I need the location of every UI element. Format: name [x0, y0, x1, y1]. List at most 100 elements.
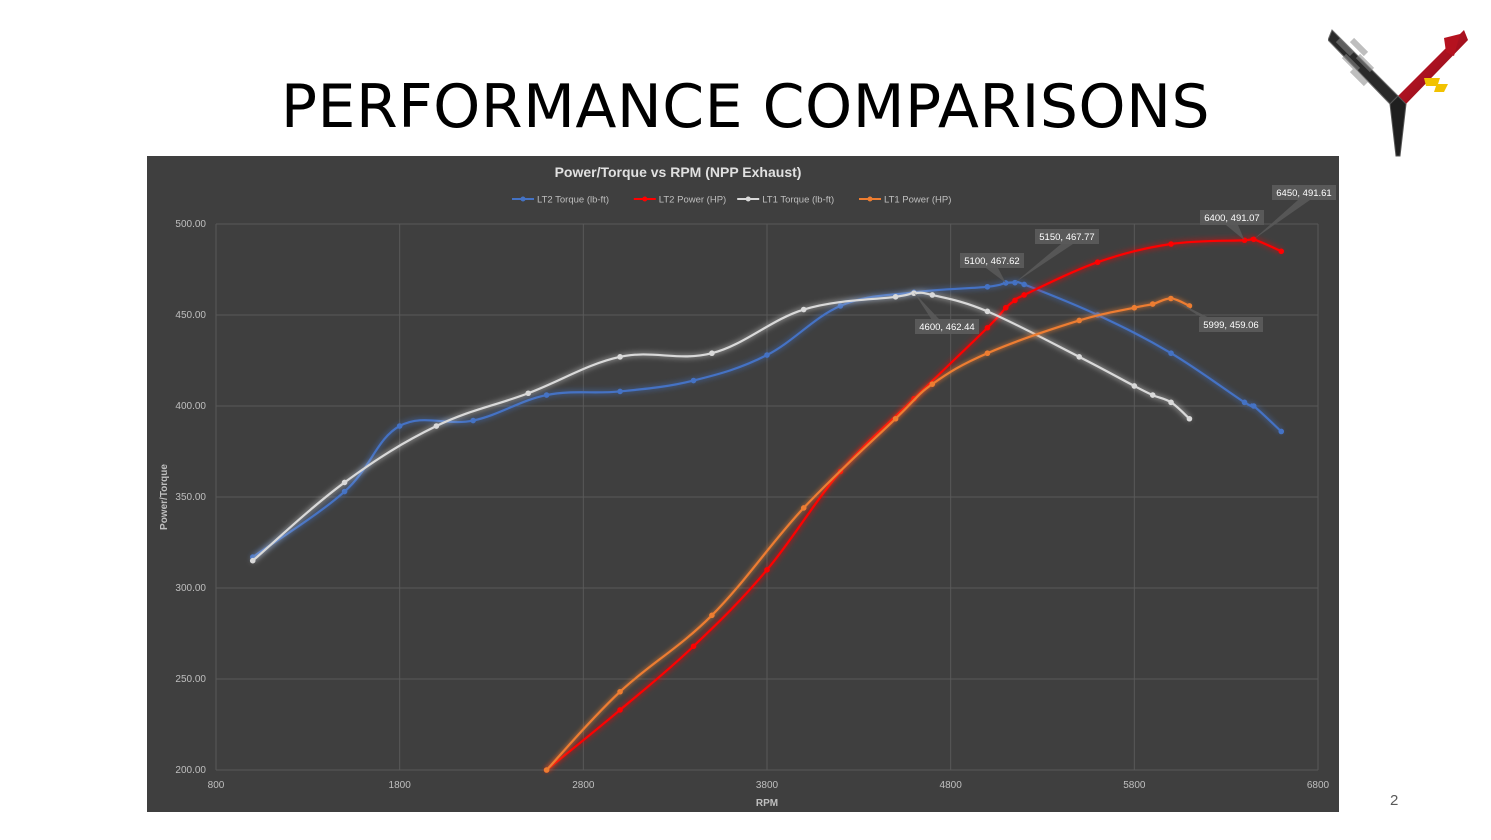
series-lt1-power-hp — [543, 295, 1193, 773]
legend-item: LT1 Power (HP) — [859, 195, 951, 206]
callout-label: 5999, 459.06 — [1203, 320, 1258, 331]
data-point — [470, 417, 476, 424]
y-axis-label: Power/Torque — [159, 464, 170, 530]
callout-box — [915, 319, 979, 334]
callout-box — [1200, 210, 1264, 225]
data-point — [837, 303, 844, 309]
data-point — [892, 294, 899, 300]
data-point — [396, 423, 403, 429]
x-tick-label: 800 — [208, 780, 225, 791]
data-point — [709, 350, 715, 357]
y-tick-label: 450.00 — [175, 310, 206, 321]
series-line — [251, 291, 1191, 562]
x-tick-label: 2800 — [572, 780, 595, 791]
slide-title: PERFORMANCE COMPARISONS — [280, 72, 1211, 142]
data-point — [341, 488, 348, 495]
data-point — [1021, 292, 1027, 298]
data-point — [617, 688, 623, 695]
callout-box — [960, 253, 1024, 268]
data-point — [1076, 317, 1083, 324]
x-tick-label: 5800 — [1123, 780, 1146, 791]
data-point — [1168, 295, 1174, 302]
data-point — [617, 354, 623, 360]
legend-label: LT2 Power (HP) — [659, 195, 726, 206]
data-point — [525, 390, 532, 397]
data-point — [690, 377, 697, 384]
series-lt1-torque-lb-ft — [249, 290, 1193, 564]
y-tick-label: 500.00 — [175, 219, 206, 230]
data-callout: 4600, 462.44 — [913, 292, 979, 334]
callout-label: 5100, 467.62 — [964, 256, 1019, 267]
data-point — [709, 612, 715, 619]
data-point — [984, 308, 991, 315]
data-point — [984, 283, 991, 290]
data-callout: 5150, 467.77 — [1014, 229, 1099, 283]
legend-label: LT1 Power (HP) — [884, 195, 951, 206]
corvette-logo-icon — [1328, 29, 1468, 157]
x-tick-label: 3800 — [756, 780, 779, 791]
series-lt2-torque-lb-ft — [249, 279, 1285, 560]
data-point — [984, 324, 991, 331]
data-point — [1012, 297, 1018, 304]
y-tick-label: 300.00 — [175, 583, 206, 594]
x-tick-label: 1800 — [389, 780, 412, 791]
page-number: 2 — [1390, 792, 1399, 809]
data-point — [764, 567, 770, 573]
callout-box — [1199, 317, 1263, 332]
data-point — [1168, 350, 1174, 357]
data-point — [1094, 259, 1101, 266]
x-tick-label: 6800 — [1307, 780, 1330, 791]
data-point — [617, 707, 623, 713]
x-axis-label: RPM — [756, 798, 778, 809]
data-point — [800, 306, 807, 313]
data-callout: 6400, 491.07 — [1200, 210, 1264, 241]
callout-label: 4600, 462.44 — [919, 322, 974, 333]
data-callout: 5100, 467.62 — [960, 253, 1024, 283]
chart-title: Power/Torque vs RPM (NPP Exhaust) — [555, 164, 802, 180]
x-tick-label: 4800 — [940, 780, 963, 791]
callout-box — [1272, 185, 1336, 200]
legend-item: LT1 Torque (lb-ft) — [737, 195, 834, 206]
callout-pointer — [1226, 225, 1245, 241]
gridlines — [215, 223, 1319, 771]
legend-marker — [520, 196, 526, 202]
data-point — [1168, 241, 1174, 247]
data-point — [1131, 304, 1138, 311]
callout-label: 6450, 491.61 — [1276, 188, 1331, 199]
callout-label: 6400, 491.07 — [1204, 213, 1259, 224]
data-point — [1168, 399, 1174, 406]
data-point — [1278, 248, 1285, 255]
data-point — [1076, 354, 1083, 360]
data-point — [1250, 236, 1257, 243]
data-point — [1002, 304, 1009, 311]
data-callout: 6450, 491.61 — [1253, 185, 1336, 240]
data-point — [1186, 415, 1193, 422]
legend: LT2 Torque (lb-ft) LT2 Power (HP) LT1 Torq… — [512, 195, 951, 206]
data-point — [617, 388, 623, 395]
series-line — [545, 297, 1191, 772]
data-point — [1250, 403, 1257, 409]
data-point — [1278, 428, 1285, 435]
callout-pointer — [1253, 200, 1310, 240]
legend-item: LT2 Torque (lb-ft) — [512, 195, 609, 206]
data-point — [1149, 392, 1156, 398]
chart-panel: 800 1800 2800 3800 4800 5800 6800 200.00 250.00 3… — [147, 156, 1339, 812]
y-tick-label: 250.00 — [175, 674, 206, 685]
callout-label: 5150, 467.77 — [1039, 232, 1094, 243]
data-point — [800, 505, 807, 511]
data-point — [929, 292, 936, 298]
power-torque-chart: 800 1800 2800 3800 4800 5800 6800 200.00 250.00 3… — [159, 164, 1336, 809]
data-point — [433, 423, 440, 429]
legend-item: LT2 Power (HP) — [633, 195, 726, 206]
data-point — [249, 557, 256, 564]
y-tick-label: 200.00 — [175, 765, 206, 776]
series-lt2-power-hp — [543, 236, 1285, 773]
series-layer — [249, 236, 1285, 773]
data-point — [892, 415, 899, 422]
callout-pointer — [986, 268, 1006, 283]
data-point — [543, 767, 550, 773]
data-point — [911, 290, 917, 296]
annotations: 6450, 491.61 6400, 491.07 5150, 467.77 5100… — [913, 185, 1336, 334]
legend-marker — [642, 196, 648, 202]
y-tick-label: 400.00 — [175, 401, 206, 412]
